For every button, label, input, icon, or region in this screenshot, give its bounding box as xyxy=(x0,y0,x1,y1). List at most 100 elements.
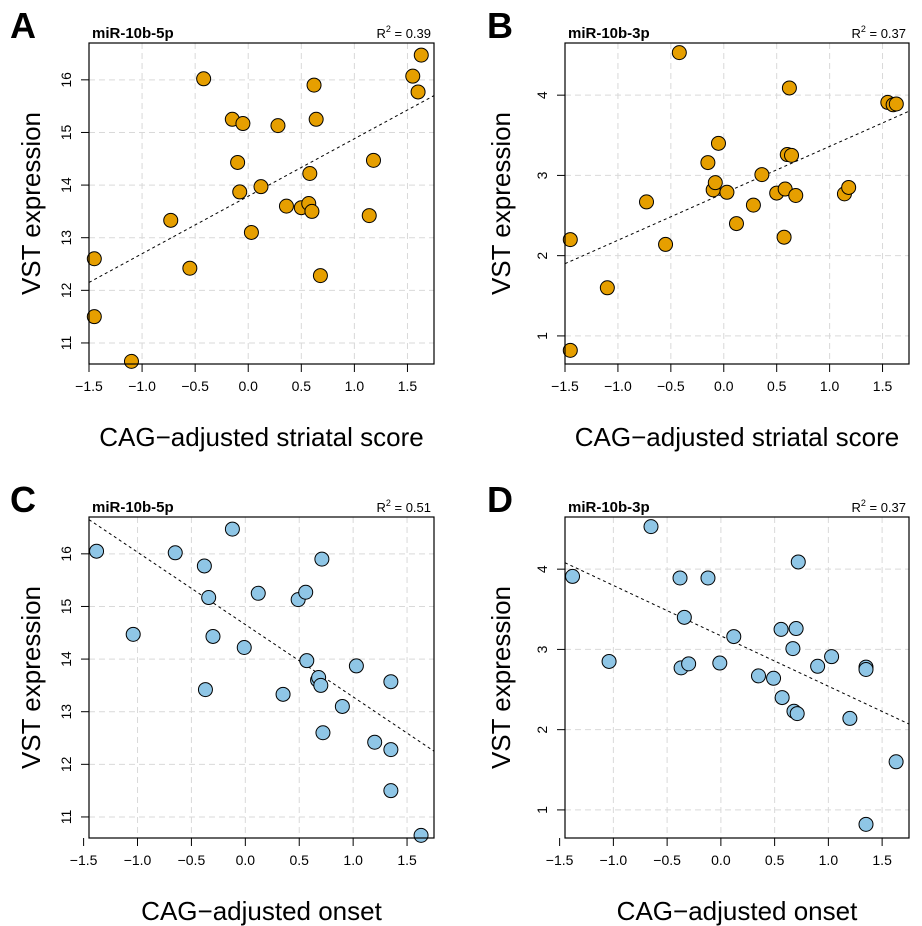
data-point xyxy=(312,268,328,284)
data-point xyxy=(205,628,221,644)
panel-a: −1.5 −1.0 −0.5 0.0 0.5 1.0 1.5 11 12 13 14 15 16 CAG−… xyxy=(10,5,435,452)
x-tick-label: 1.5 xyxy=(398,378,418,394)
x-tick-label: 0.0 xyxy=(236,852,256,868)
data-point xyxy=(413,827,429,843)
data-point xyxy=(123,353,139,369)
data-point xyxy=(672,570,688,586)
data-point xyxy=(308,111,324,127)
data-point xyxy=(314,551,330,567)
r-squared-symbol: R xyxy=(376,26,385,41)
data-point xyxy=(888,754,904,770)
data-point xyxy=(824,649,840,665)
data-point xyxy=(788,187,804,203)
data-point xyxy=(163,212,179,228)
data-point xyxy=(89,543,105,559)
panel-letter: C xyxy=(10,479,36,520)
data-point xyxy=(383,742,399,758)
r-squared-symbol: R xyxy=(376,500,385,515)
data-point xyxy=(299,653,315,669)
x-tick-label: −1.0 xyxy=(124,852,152,868)
r-squared-exponent: 2 xyxy=(861,498,866,508)
y-tick-label: 3 xyxy=(534,645,550,653)
data-point xyxy=(888,96,904,112)
y-tick-label: 16 xyxy=(58,72,74,88)
data-point xyxy=(751,668,766,684)
r-squared-label: R2 = 0.51 xyxy=(376,498,431,515)
x-tick-label: 0.5 xyxy=(292,378,312,394)
gridlines xyxy=(564,43,909,364)
data-point xyxy=(270,118,286,134)
y-axis-title: VST expression xyxy=(486,112,516,295)
x-axis: −1.5 −1.0 −0.5 0.0 0.5 1.0 1.5 xyxy=(546,838,892,868)
data-point xyxy=(410,84,426,100)
y-tick-label: 13 xyxy=(58,230,74,246)
y-axis: 1 2 3 4 xyxy=(534,91,565,340)
y-tick-label: 15 xyxy=(58,598,74,614)
data-point xyxy=(565,568,581,584)
y-tick-label: 2 xyxy=(534,726,550,734)
data-point xyxy=(658,236,674,252)
r-squared-symbol: R xyxy=(851,26,860,41)
data-point xyxy=(789,706,805,722)
y-axis: 1 2 3 4 xyxy=(534,565,565,814)
gridlines xyxy=(89,517,434,838)
y-tick-label: 14 xyxy=(58,177,74,193)
x-tick-label: 1.0 xyxy=(343,852,363,868)
r-squared-label: R2 = 0.39 xyxy=(376,24,431,41)
data-point xyxy=(201,590,217,606)
r-squared-label: R2 = 0.37 xyxy=(851,498,906,515)
x-tick-label: −1.5 xyxy=(75,378,103,394)
data-point xyxy=(599,280,615,296)
data-point xyxy=(858,661,874,677)
y-tick-label: 11 xyxy=(58,335,74,350)
regression-line xyxy=(565,110,909,265)
y-tick-label: 1 xyxy=(534,332,550,340)
x-tick-label: 0.0 xyxy=(714,378,734,394)
data-point xyxy=(671,45,687,61)
x-tick-label: −1.0 xyxy=(128,378,156,394)
r-squared-exponent: 2 xyxy=(386,498,391,508)
panel-letter: D xyxy=(487,479,513,520)
data-point xyxy=(781,80,797,96)
data-points xyxy=(565,519,904,832)
r-squared-label: R2 = 0.37 xyxy=(851,24,906,41)
y-tick-label: 13 xyxy=(58,704,74,720)
x-axis-title: CAG−adjusted onset xyxy=(141,896,382,926)
data-point xyxy=(304,203,320,219)
y-axis: 11 12 13 14 15 16 xyxy=(58,72,89,350)
data-point xyxy=(754,167,770,183)
data-point xyxy=(728,216,744,232)
x-axis: −1.5 −1.0 −0.5 0.0 0.5 1.0 1.5 xyxy=(75,364,417,394)
data-point xyxy=(413,47,429,63)
y-tick-label: 3 xyxy=(534,171,550,179)
r-squared-exponent: 2 xyxy=(386,24,391,34)
data-point xyxy=(196,558,212,574)
data-point xyxy=(562,342,578,358)
data-points xyxy=(86,47,429,369)
y-axis-title: VST expression xyxy=(16,586,46,769)
data-point xyxy=(182,260,198,276)
data-point xyxy=(250,585,266,601)
data-point xyxy=(313,677,329,693)
r-squared-value: = 0.51 xyxy=(391,500,431,515)
data-point xyxy=(125,626,141,642)
data-point xyxy=(235,116,251,132)
panel-title: miR-10b-5p xyxy=(92,499,174,516)
y-tick-label: 14 xyxy=(58,651,74,667)
data-point xyxy=(334,698,350,714)
x-tick-label: 0.0 xyxy=(238,378,258,394)
y-tick-label: 16 xyxy=(58,546,74,562)
data-point xyxy=(562,232,578,248)
data-point xyxy=(776,229,792,245)
data-point xyxy=(86,251,102,267)
data-point xyxy=(232,184,248,200)
data-point xyxy=(383,674,399,690)
x-tick-label: 1.0 xyxy=(820,378,840,394)
data-point xyxy=(712,655,728,671)
data-point xyxy=(700,155,716,171)
data-point xyxy=(601,653,617,669)
y-tick-label: 2 xyxy=(534,252,550,260)
x-tick-label: −1.5 xyxy=(551,378,579,394)
data-point xyxy=(167,545,183,561)
data-point xyxy=(643,519,659,535)
